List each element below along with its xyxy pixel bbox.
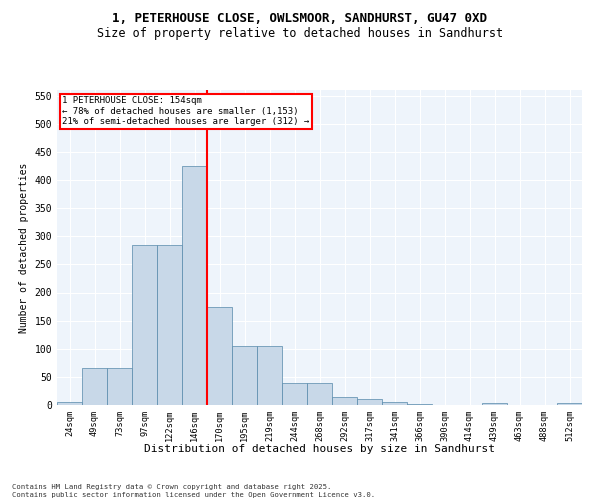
Bar xyxy=(382,402,407,405)
Bar xyxy=(207,306,232,405)
Y-axis label: Number of detached properties: Number of detached properties xyxy=(19,162,29,332)
Bar xyxy=(332,396,357,405)
Bar xyxy=(482,403,507,405)
Text: Size of property relative to detached houses in Sandhurst: Size of property relative to detached ho… xyxy=(97,28,503,40)
Bar xyxy=(282,382,307,405)
Bar xyxy=(407,404,432,405)
Bar xyxy=(107,368,132,405)
Bar xyxy=(157,244,182,405)
Bar xyxy=(57,402,82,405)
X-axis label: Distribution of detached houses by size in Sandhurst: Distribution of detached houses by size … xyxy=(144,444,495,454)
Text: 1, PETERHOUSE CLOSE, OWLSMOOR, SANDHURST, GU47 0XD: 1, PETERHOUSE CLOSE, OWLSMOOR, SANDHURST… xyxy=(113,12,487,26)
Bar xyxy=(307,382,332,405)
Text: Contains HM Land Registry data © Crown copyright and database right 2025.
Contai: Contains HM Land Registry data © Crown c… xyxy=(12,484,375,498)
Bar xyxy=(82,368,107,405)
Bar xyxy=(257,346,282,405)
Bar xyxy=(357,400,382,405)
Bar xyxy=(182,166,207,405)
Text: 1 PETERHOUSE CLOSE: 154sqm
← 78% of detached houses are smaller (1,153)
21% of s: 1 PETERHOUSE CLOSE: 154sqm ← 78% of deta… xyxy=(62,96,310,126)
Bar xyxy=(132,244,157,405)
Bar xyxy=(557,403,582,405)
Bar xyxy=(232,346,257,405)
